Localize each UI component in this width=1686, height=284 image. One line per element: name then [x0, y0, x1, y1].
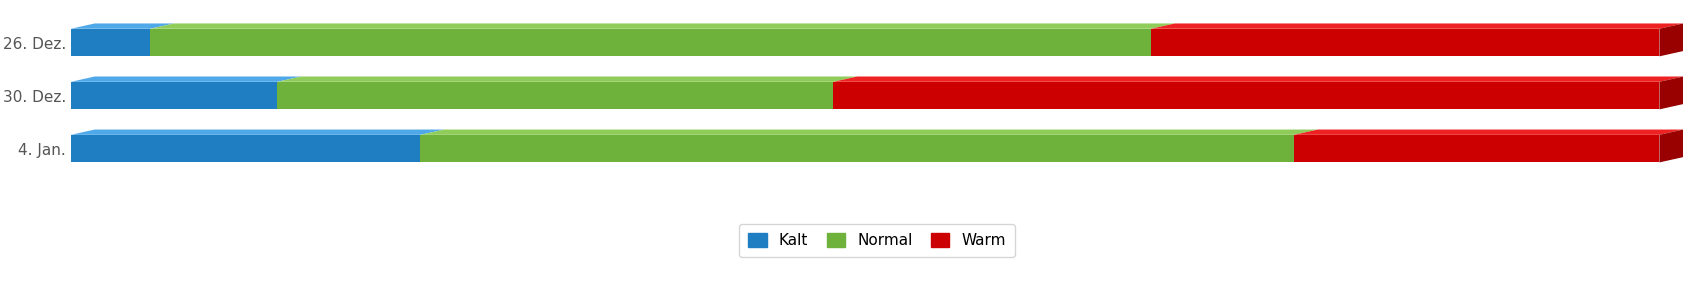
Polygon shape: [1152, 24, 1683, 29]
Polygon shape: [71, 29, 150, 56]
Polygon shape: [71, 24, 174, 29]
Polygon shape: [71, 135, 420, 162]
Legend: Kalt, Normal, Warm: Kalt, Normal, Warm: [738, 224, 1015, 257]
Polygon shape: [1295, 130, 1683, 135]
Polygon shape: [278, 76, 856, 82]
Polygon shape: [833, 82, 1659, 109]
Polygon shape: [71, 130, 443, 135]
Polygon shape: [420, 130, 1318, 135]
Polygon shape: [150, 24, 1175, 29]
Polygon shape: [1152, 29, 1659, 56]
Polygon shape: [1659, 24, 1683, 56]
Polygon shape: [278, 82, 833, 109]
Polygon shape: [150, 29, 1152, 56]
Polygon shape: [1295, 135, 1659, 162]
Polygon shape: [1659, 130, 1683, 162]
Polygon shape: [1659, 76, 1683, 109]
Polygon shape: [71, 76, 302, 82]
Polygon shape: [71, 82, 278, 109]
Polygon shape: [833, 76, 1683, 82]
Polygon shape: [420, 135, 1295, 162]
